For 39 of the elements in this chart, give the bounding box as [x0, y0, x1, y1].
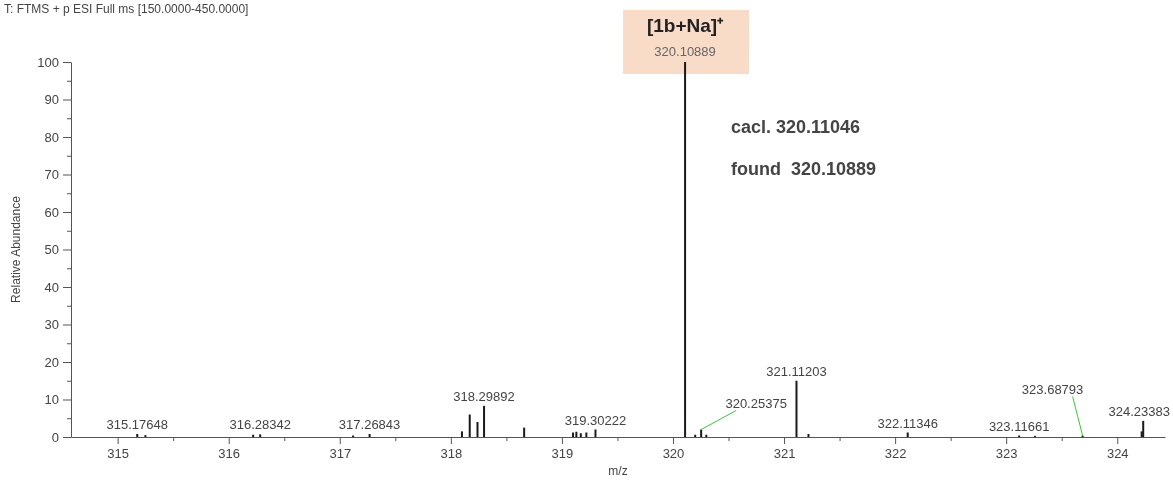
- annotation: 323.11661: [988, 418, 1050, 434]
- annotation: 322.11346: [877, 415, 938, 431]
- annotation: 323.68793: [1021, 381, 1084, 397]
- y-axis-title: Relative Abundance: [9, 195, 23, 303]
- x-axis-title: m/z: [608, 464, 628, 478]
- annotation: 318.29892: [453, 388, 515, 404]
- x-tick-label: 322: [884, 446, 907, 462]
- x-tick-label: 320: [662, 446, 685, 462]
- annotation: 320.10889: [654, 44, 716, 59]
- y-tick-label: 80: [44, 129, 59, 145]
- x-tick-label: 316: [218, 446, 241, 462]
- y-tick-label: 30: [44, 317, 59, 333]
- y-tick-label: 70: [44, 167, 59, 183]
- annotation: 316.28342: [229, 417, 291, 433]
- annotation: 324.23383: [1108, 403, 1170, 419]
- annotation: 315.17648: [106, 417, 168, 432]
- y-tick-label: 20: [44, 354, 59, 370]
- annotation: 321.11203: [766, 363, 827, 379]
- chart-title: T: FTMS + p ESI Full ms [150.0000-450.0000]: [4, 2, 249, 16]
- y-tick-label: 90: [44, 92, 59, 108]
- y-tick-label: 60: [44, 204, 59, 220]
- annotation: found 320.10889: [731, 159, 877, 179]
- x-tick-label: 318: [440, 446, 463, 462]
- y-tick-label: 10: [44, 392, 59, 408]
- y-tick-label: 0: [51, 429, 59, 445]
- annotation: 319.30222: [564, 412, 627, 428]
- y-tick-label: 40: [44, 279, 59, 295]
- x-tick-label: 324: [1106, 446, 1129, 462]
- y-tick-label: 100: [37, 54, 59, 70]
- x-tick-label: 317: [329, 446, 352, 462]
- x-tick-label: 315: [107, 446, 129, 462]
- annotation: [1b+Na]⁺: [646, 15, 725, 36]
- annotation: 320.25375: [725, 395, 787, 411]
- x-tick-label: 321: [773, 446, 796, 462]
- x-tick-label: 323: [995, 446, 1018, 462]
- y-tick-label: 50: [44, 242, 59, 258]
- annotation: cacl. 320.11046: [731, 117, 861, 137]
- x-tick-label: 319: [551, 446, 574, 462]
- annotation: 317.26843: [338, 417, 401, 432]
